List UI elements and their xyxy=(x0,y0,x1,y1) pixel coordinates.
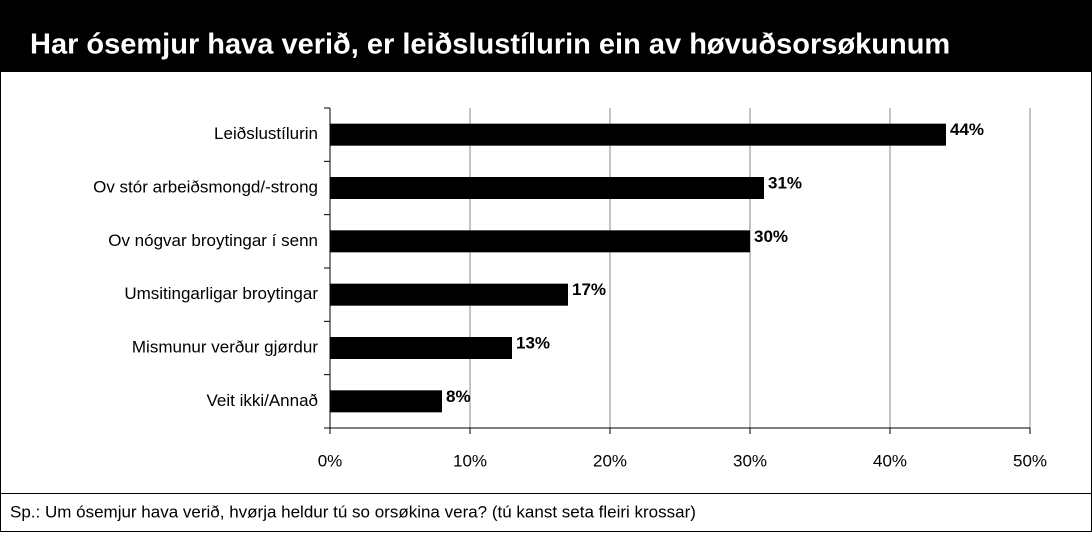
value-label: 44% xyxy=(950,120,984,139)
bar xyxy=(330,230,750,253)
value-label: 30% xyxy=(754,227,788,246)
y-tick-label: Umsitingarligar broytingar xyxy=(124,284,318,303)
y-tick-label: Ov stór arbeiðsmongd/-strong xyxy=(93,177,318,196)
bar xyxy=(330,283,568,306)
x-tick-label: 20% xyxy=(593,451,627,470)
chart-title: Har ósemjur hava verið, er leiðslustílur… xyxy=(30,29,950,61)
x-tick-label: 40% xyxy=(873,451,907,470)
bar xyxy=(330,123,946,146)
bar xyxy=(330,390,442,413)
title-bar xyxy=(0,0,1092,72)
value-label: 13% xyxy=(516,333,550,352)
y-tick-label: Mismunur verður gjørdur xyxy=(132,337,318,356)
y-tick-label: Leiðslustílurin xyxy=(214,124,318,143)
x-tick-label: 30% xyxy=(733,451,767,470)
x-tick-label: 0% xyxy=(318,451,343,470)
y-tick-label: Ov nógvar broytingar í senn xyxy=(108,231,318,250)
y-tick-label: Veit ikki/Annað xyxy=(206,391,318,410)
bar xyxy=(330,177,764,199)
value-label: 8% xyxy=(446,387,471,406)
bar xyxy=(330,337,512,359)
value-label: 31% xyxy=(768,173,802,192)
value-label: 17% xyxy=(572,280,606,299)
note: Sp.: Um ósemjur hava verið, hvørja heldu… xyxy=(10,502,696,521)
x-tick-label: 50% xyxy=(1013,451,1047,470)
x-tick-label: 10% xyxy=(453,451,487,470)
